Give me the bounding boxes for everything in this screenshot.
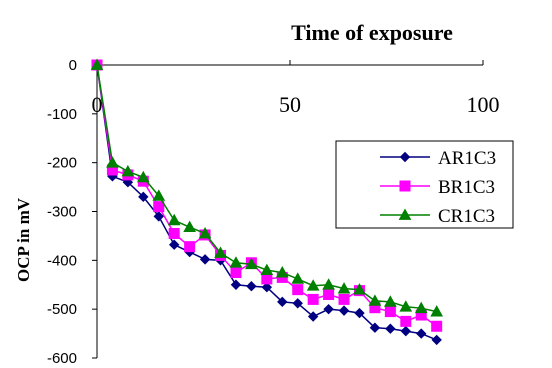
- x-tick-label: 100: [467, 92, 500, 117]
- y-tick-label: -400: [47, 252, 77, 269]
- legend-label: BR1C3: [438, 177, 495, 198]
- data-point: [368, 294, 382, 306]
- data-point: [384, 295, 397, 307]
- data-point: [353, 283, 366, 295]
- legend-item: CR1C3: [380, 206, 495, 227]
- data-point: [369, 322, 381, 333]
- y-tick-label: -300: [47, 204, 77, 221]
- chart-title: Time of exposure: [291, 20, 453, 45]
- y-tick-label: 0: [69, 57, 77, 74]
- legend-box: [335, 140, 514, 229]
- y-tick-label: -100: [47, 106, 77, 123]
- data-point: [260, 263, 274, 275]
- data-point: [323, 303, 334, 315]
- legend-label: CR1C3: [438, 206, 495, 227]
- data-point: [430, 305, 444, 317]
- data-point: [261, 273, 273, 285]
- data-point: [322, 278, 335, 290]
- data-point: [416, 328, 427, 339]
- data-point: [414, 301, 428, 314]
- data-point: [246, 281, 257, 292]
- data-point: [338, 293, 350, 305]
- data-point: [292, 298, 303, 309]
- data-point: [214, 246, 227, 258]
- y-tick-label: -600: [47, 350, 77, 367]
- data-point: [431, 320, 443, 332]
- series-layer: [90, 58, 444, 346]
- data-point: [307, 293, 319, 305]
- data-point: [323, 289, 335, 301]
- series-CR1C3: [90, 58, 444, 317]
- data-point: [167, 213, 181, 226]
- data-point: [183, 220, 196, 233]
- legend-marker: [399, 180, 411, 192]
- data-point: [138, 191, 149, 203]
- data-point: [153, 211, 164, 222]
- data-point: [400, 325, 412, 337]
- x-tick-label: 50: [279, 92, 301, 117]
- data-point: [230, 267, 242, 279]
- y-axis-label: OCP in mV: [14, 197, 33, 282]
- y-ticks: 0 -100 -200 -300 -400 -500 -600: [47, 57, 97, 367]
- x-ticks: 0 50 100: [92, 60, 500, 117]
- data-point: [431, 334, 442, 346]
- legend-item: BR1C3: [380, 177, 495, 198]
- data-point: [385, 323, 396, 334]
- data-point: [277, 296, 288, 308]
- data-point: [306, 279, 320, 291]
- x-tick-label: 0: [92, 92, 103, 117]
- y-tick-label: -200: [47, 155, 77, 172]
- data-point: [245, 257, 258, 270]
- data-point: [292, 284, 304, 296]
- data-point: [354, 307, 365, 319]
- data-point: [198, 226, 212, 239]
- data-point: [291, 272, 305, 284]
- y-tick-label: -500: [47, 301, 77, 318]
- data-point: [275, 266, 289, 278]
- data-point: [307, 311, 319, 322]
- data-point: [106, 156, 119, 168]
- data-point: [152, 189, 166, 201]
- data-point: [229, 256, 243, 268]
- data-point: [153, 201, 165, 213]
- data-point: [338, 305, 350, 316]
- legend: AR1C3 BR1C3 CR1C3: [335, 140, 514, 229]
- data-point: [90, 58, 104, 70]
- data-point: [136, 170, 150, 183]
- data-point: [168, 239, 180, 250]
- data-point: [337, 282, 351, 294]
- legend-marker: [398, 208, 412, 220]
- data-point: [261, 281, 273, 293]
- data-point: [184, 241, 196, 253]
- data-point: [199, 254, 211, 265]
- data-point: [121, 164, 135, 177]
- data-point: [400, 315, 412, 327]
- data-point: [399, 300, 413, 312]
- legend-item: AR1C3: [380, 148, 496, 169]
- legend-label: AR1C3: [438, 148, 496, 169]
- data-point: [384, 306, 396, 318]
- data-point: [168, 227, 180, 239]
- data-point: [230, 279, 242, 290]
- legend-marker: [399, 151, 411, 163]
